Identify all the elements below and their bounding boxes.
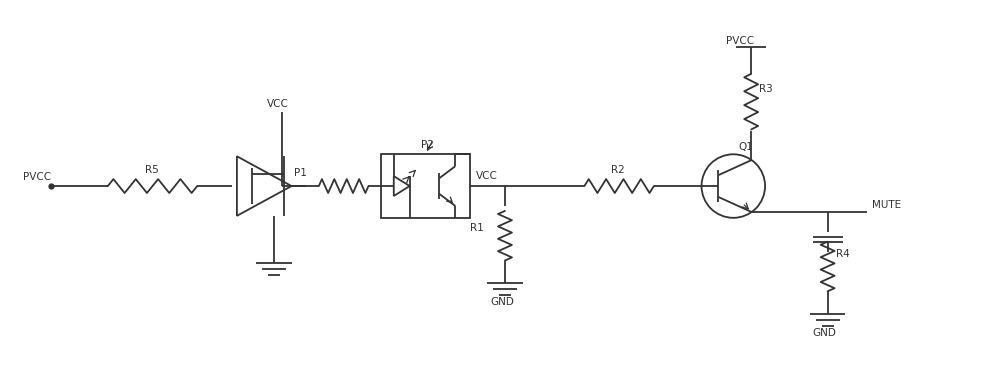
Bar [381, 154, 470, 218]
Text: GND: GND [813, 328, 837, 338]
Text: P1: P1 [294, 168, 307, 178]
Text: R1: R1 [470, 223, 484, 233]
Text: GND: GND [490, 297, 514, 307]
Text: R3: R3 [759, 84, 773, 94]
Text: R5: R5 [145, 165, 158, 175]
Text: VCC: VCC [267, 99, 289, 108]
Text: R2: R2 [611, 165, 625, 175]
Text: R4: R4 [836, 249, 849, 259]
Text: VCC: VCC [476, 171, 498, 181]
Text: Q1: Q1 [738, 142, 753, 152]
Text: PVCC: PVCC [23, 172, 52, 182]
Text: PVCC: PVCC [726, 36, 754, 46]
Text: MUTE: MUTE [872, 200, 901, 210]
Text: P2: P2 [421, 140, 433, 150]
